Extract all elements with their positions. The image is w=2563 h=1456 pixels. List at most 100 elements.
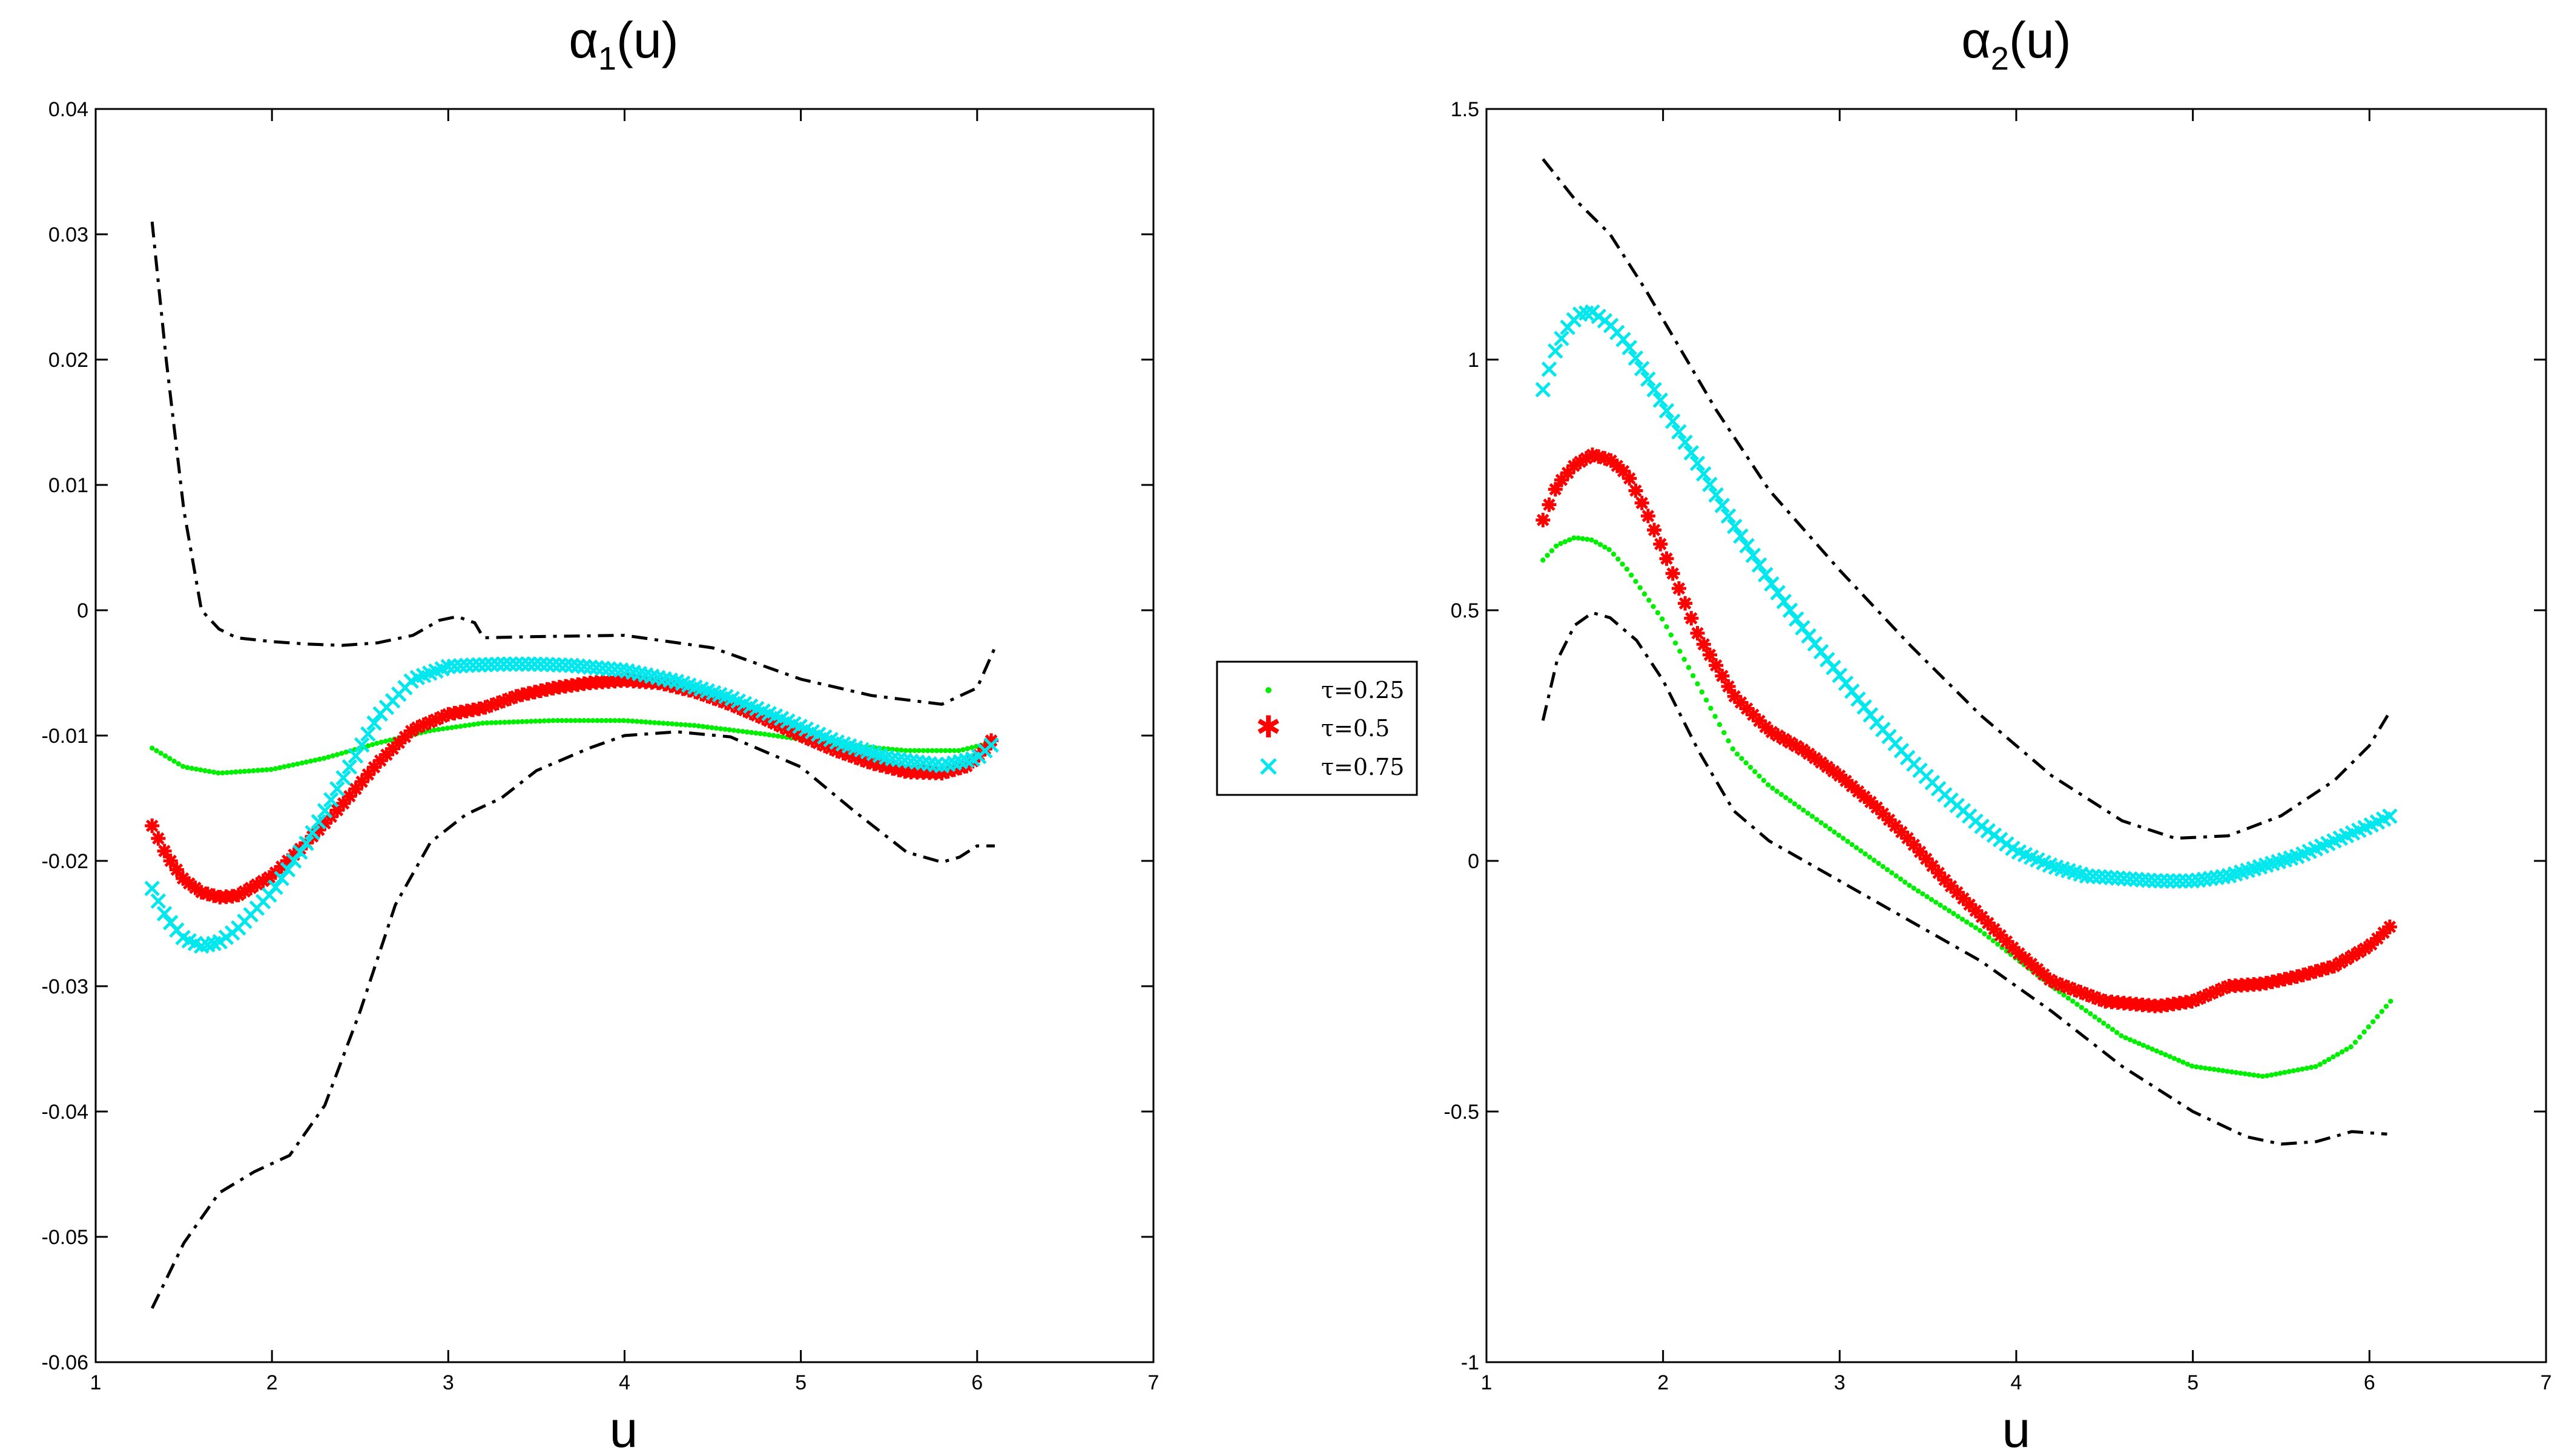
data-point-star <box>1640 509 1655 524</box>
data-point-dot <box>2326 1056 2332 1062</box>
data-point-dot <box>2159 1050 2164 1056</box>
data-point-dot <box>550 718 556 723</box>
data-point-dot <box>1942 905 1948 911</box>
data-point-dot <box>282 764 287 769</box>
data-point-dot <box>1898 876 1904 882</box>
data-point-dot <box>2339 1049 2345 1055</box>
data-point-cross <box>274 871 289 886</box>
data-point-cross <box>329 781 345 797</box>
data-point-dot <box>687 722 693 728</box>
data-point-dot <box>471 722 477 727</box>
axis-ticks: 1 2 3 4 5 6 7 -1 -0.5 0 0.5 1 1.5 <box>1443 98 2551 1394</box>
data-point-dot <box>1774 788 1780 794</box>
data-point-dot <box>1747 765 1753 770</box>
data-point-dot <box>621 718 627 723</box>
data-point-dot <box>2211 1067 2217 1072</box>
data-point-dot <box>202 768 208 774</box>
data-point-star <box>484 697 499 713</box>
data-point-dot <box>1575 535 1581 541</box>
data-point-cross <box>477 657 493 673</box>
chart-title: α1(u) <box>569 12 678 77</box>
data-point-dot <box>1712 714 1718 719</box>
data-point-dot <box>925 748 931 754</box>
data-point-dot <box>339 751 345 756</box>
data-point-dot <box>2277 1070 2283 1076</box>
data-point-cross <box>552 657 567 673</box>
data-point-cross <box>2091 869 2107 885</box>
data-point-dot <box>176 761 181 766</box>
data-point-dot <box>189 765 194 771</box>
data-point-star <box>163 854 178 868</box>
data-point-cross <box>514 656 530 672</box>
data-point-dot <box>2375 1014 2380 1020</box>
data-point-dot <box>1964 919 1970 925</box>
data-point-dot <box>1858 848 1864 854</box>
data-point-dot <box>731 728 737 733</box>
data-point-dot <box>2255 1073 2261 1079</box>
data-point-dot <box>1761 777 1767 783</box>
data-point-dot <box>665 721 671 726</box>
data-point-cross <box>527 656 543 672</box>
series-0-75 <box>144 656 999 954</box>
x-tick-label: 5 <box>2187 1371 2199 1394</box>
data-point-dot <box>290 762 296 768</box>
data-point-cross <box>1640 371 1656 387</box>
data-point-dot <box>1880 864 1885 869</box>
data-point-dot <box>2282 1070 2288 1075</box>
data-point-dot <box>237 769 243 774</box>
data-point-dot <box>374 740 380 746</box>
data-point-dot <box>1668 632 1674 638</box>
data-point-cross <box>2103 869 2120 886</box>
data-point-cross <box>545 657 561 673</box>
data-point-cross <box>440 659 457 674</box>
data-point-cross <box>156 906 173 921</box>
data-point-dot <box>343 749 349 755</box>
data-point-dot <box>2269 1072 2274 1078</box>
data-point-cross <box>465 657 481 673</box>
data-point-cross <box>280 861 296 878</box>
data-point-star <box>1671 581 1686 596</box>
data-point-star <box>157 843 172 858</box>
data-point-dot <box>498 720 503 725</box>
data-point-dot <box>2357 1034 2363 1040</box>
data-point-dot <box>899 747 904 753</box>
legend-marker-dot-icon <box>1265 687 1272 693</box>
data-point-dot <box>546 718 552 723</box>
data-point-dot <box>1641 591 1648 597</box>
data-point-dot <box>1867 854 1873 860</box>
data-point-dot <box>334 752 340 757</box>
data-point-dot <box>2286 1069 2292 1075</box>
data-point-dot <box>929 748 935 754</box>
data-point-dot <box>251 768 256 774</box>
data-point-dot <box>2088 1011 2093 1016</box>
x-tick-label: 3 <box>1834 1371 1846 1394</box>
data-point-dot <box>1893 873 1899 879</box>
data-point-cross <box>1751 557 1767 573</box>
data-point-dot <box>2198 1065 2203 1070</box>
data-point-dot <box>2074 1001 2080 1007</box>
data-point-dot <box>1743 760 1749 766</box>
data-point-dot <box>1717 722 1723 728</box>
data-point-dot <box>1862 851 1868 857</box>
data-point-dot <box>242 768 248 774</box>
data-point-dot <box>1637 585 1643 590</box>
data-point-cross <box>1739 538 1755 554</box>
data-point-dot <box>458 723 463 729</box>
y-tick-label: 0 <box>1468 850 1479 873</box>
data-point-cross <box>1535 381 1551 398</box>
data-point-dot <box>2229 1069 2234 1075</box>
data-point-dot <box>908 748 913 754</box>
series-lower-band <box>1541 611 2387 1146</box>
data-point-dot <box>2079 1005 2085 1010</box>
data-point-dot <box>321 756 327 761</box>
data-point-dot <box>2225 1069 2230 1074</box>
x-tick-label: 7 <box>2541 1371 2552 1394</box>
data-point-cross <box>2140 872 2157 888</box>
data-point-dot <box>1982 931 1987 937</box>
data-point-dot <box>167 756 173 762</box>
data-point-dot <box>1721 730 1727 736</box>
data-point-star <box>243 880 259 895</box>
data-point-cross <box>144 880 160 897</box>
x-axis-label: u <box>610 1401 638 1456</box>
series-0-5 <box>1535 447 2397 1013</box>
